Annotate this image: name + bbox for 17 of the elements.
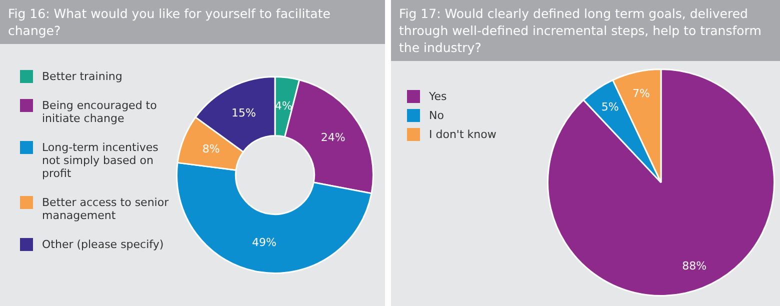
data-label: 7% (632, 86, 650, 100)
data-label: 15% (232, 106, 256, 120)
legend-label: Better access to senior management (42, 196, 170, 222)
data-label: 88% (682, 260, 707, 273)
chart-title: Fig 17: Would clearly defined long term goals, delivered through well-defined incremental steps, help to transform the industry? (391, 0, 780, 61)
data-label: 5% (601, 100, 619, 114)
legend-label: No (429, 109, 444, 122)
legend-label: Other (please specify) (42, 238, 164, 251)
legend-label: Yes (429, 90, 447, 103)
legend-label: Being encouraged to initiate change (42, 99, 158, 125)
legend-label: Better training (42, 70, 122, 83)
data-label: 24% (320, 131, 346, 144)
legend-label: Long-term incentives not simply based on profit (42, 141, 160, 180)
data-label: 8% (202, 142, 220, 156)
data-label: 49% (252, 236, 276, 249)
legend-label: I don't know (429, 128, 496, 141)
chart-title: Fig 16: What would you like for yourself to facilitate change? (0, 0, 385, 44)
